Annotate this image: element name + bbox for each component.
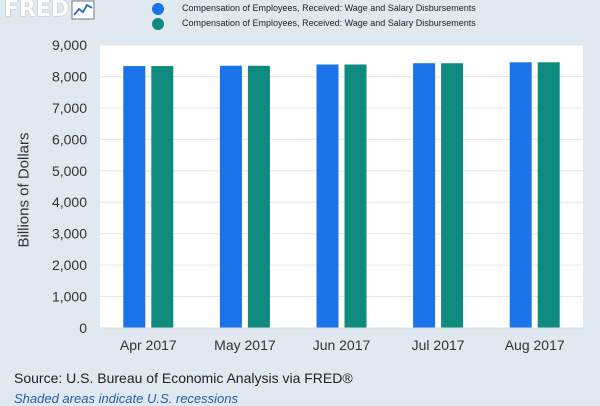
y-tick-label: 5,000: [52, 163, 87, 179]
fred-logo-text: FRED: [4, 0, 70, 22]
legend-marker-series-2: [152, 18, 164, 30]
legend-marker-series-1: [152, 3, 164, 15]
bar-series-2-jun-2017: [344, 64, 367, 329]
y-tick-label: 1,000: [52, 289, 87, 305]
fred-logo[interactable]: FRED: [4, 0, 95, 24]
x-tick-label: May 2017: [214, 337, 276, 353]
x-tick-label: Jun 2017: [313, 337, 371, 353]
plot-area: [100, 45, 583, 328]
y-tick-label: 2,000: [52, 257, 87, 273]
chart-header: FRED Compensation of Employees, Received…: [0, 0, 600, 36]
y-tick-label: 6,000: [52, 131, 87, 147]
x-tick-label: Aug 2017: [505, 337, 565, 353]
y-tick-label: 9,000: [52, 37, 87, 53]
y-tick-label: 4,000: [52, 194, 87, 210]
bar-series-2-aug-2017: [537, 62, 560, 329]
legend-label-series-2: Compensation of Employees, Received: Wag…: [182, 18, 476, 28]
line-chart-icon: [71, 0, 95, 20]
recession-note[interactable]: Shaded areas indicate U.S. recessions: [14, 391, 239, 406]
y-tick-label: 3,000: [52, 226, 87, 242]
x-tick-label: Jul 2017: [412, 337, 465, 353]
bar-series-1-jul-2017: [413, 63, 436, 328]
source-text: Source: U.S. Bureau of Economic Analysis…: [14, 370, 353, 386]
bar-series-1-jun-2017: [316, 64, 339, 329]
legend-label-series-1: Compensation of Employees, Received: Wag…: [182, 3, 476, 13]
bar-series-2-jul-2017: [441, 63, 464, 328]
x-tick-label: Apr 2017: [120, 337, 177, 353]
bar-series-2-apr-2017: [151, 66, 174, 328]
bar-series-1-aug-2017: [509, 62, 532, 329]
bar-series-2-may-2017: [247, 65, 270, 329]
bar-series-1-may-2017: [219, 65, 242, 329]
bar-series-1-apr-2017: [123, 66, 146, 328]
y-tick-label: 7,000: [52, 100, 87, 116]
y-tick-label: 0: [79, 320, 87, 336]
y-tick-label: 8,000: [52, 68, 87, 84]
